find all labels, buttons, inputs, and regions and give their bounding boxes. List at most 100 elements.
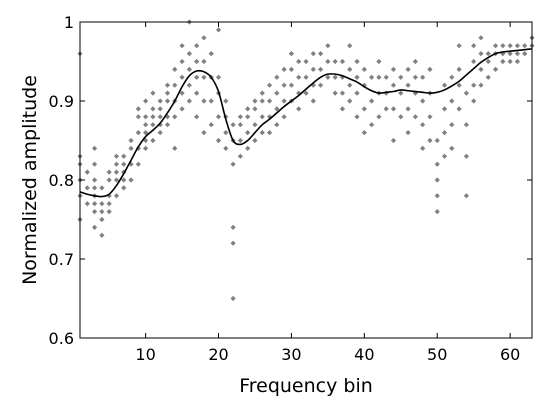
data-point: [230, 240, 236, 246]
data-point: [150, 106, 156, 112]
data-point: [230, 122, 236, 128]
data-point: [449, 122, 455, 128]
data-point: [252, 98, 258, 104]
data-point: [500, 51, 506, 57]
data-point: [296, 106, 302, 112]
data-point: [150, 90, 156, 96]
data-point: [91, 145, 98, 151]
data-point: [500, 43, 506, 49]
data-point: [179, 58, 185, 65]
data-point: [325, 43, 331, 49]
data-point: [456, 82, 462, 88]
data-point: [143, 145, 149, 151]
data-point: [361, 130, 367, 136]
data-point: [339, 106, 346, 112]
data-point: [274, 122, 280, 128]
data-point: [179, 43, 185, 49]
data-point: [164, 122, 171, 128]
data-point: [463, 193, 469, 199]
data-point: [507, 51, 513, 57]
data-point: [201, 130, 207, 136]
data-point: [405, 82, 411, 88]
data-point: [266, 98, 273, 104]
data-point: [478, 66, 484, 72]
data-point: [237, 137, 243, 144]
y-tick-label: 0.9: [49, 92, 74, 111]
data-point: [223, 145, 229, 151]
data-point: [478, 35, 484, 41]
data-point: [128, 137, 134, 144]
data-point: [150, 114, 156, 120]
data-point: [157, 114, 163, 120]
data-point: [172, 145, 178, 151]
data-point: [449, 98, 455, 104]
data-point: [106, 201, 112, 207]
data-point: [420, 122, 426, 128]
x-tick-label: 20: [208, 345, 228, 364]
data-point: [274, 90, 280, 96]
data-point: [91, 201, 98, 207]
data-point: [143, 98, 149, 104]
data-point: [332, 90, 338, 96]
data-point: [99, 216, 105, 223]
data-point: [434, 209, 440, 215]
data-point: [245, 106, 251, 112]
data-point: [121, 153, 127, 159]
x-axis-ticks: 10 20 30 40 50 60: [135, 22, 520, 364]
data-point: [296, 74, 302, 80]
data-point: [485, 74, 491, 80]
data-point: [405, 130, 411, 136]
data-point: [485, 58, 491, 65]
data-point: [412, 58, 418, 65]
data-point: [99, 232, 105, 238]
data-point: [420, 145, 426, 151]
data-point: [339, 90, 346, 96]
y-tick-label: 0.7: [49, 250, 74, 269]
data-point: [281, 82, 287, 88]
data-point: [383, 74, 389, 80]
data-point: [310, 51, 316, 57]
data-point: [369, 74, 375, 80]
data-point: [84, 169, 90, 175]
data-point: [252, 137, 258, 144]
data-point: [288, 51, 295, 57]
data-point: [201, 98, 207, 104]
y-tick-label: 0.8: [49, 171, 74, 190]
data-point: [215, 74, 222, 80]
data-point: [274, 74, 280, 80]
data-point: [376, 58, 382, 65]
data-point: [376, 114, 382, 120]
data-point: [456, 43, 462, 49]
data-point: [310, 66, 316, 72]
data-point: [463, 153, 469, 159]
data-point: [296, 58, 302, 65]
data-point: [317, 82, 324, 88]
data-point: [412, 114, 418, 120]
data-point: [259, 130, 265, 136]
data-point: [281, 66, 287, 72]
data-point: [259, 98, 265, 104]
y-axis-label: Normalized amplitude: [19, 75, 41, 285]
y-axis-ticks: 0.6 0.7 0.8 0.9 1: [49, 13, 532, 348]
data-point: [252, 122, 258, 128]
data-point: [288, 82, 295, 88]
data-point: [398, 90, 404, 96]
data-point: [463, 122, 469, 128]
data-point: [230, 161, 236, 167]
data-point: [99, 201, 105, 207]
data-point: [325, 74, 331, 80]
data-point: [434, 161, 440, 167]
data-point: [420, 74, 426, 80]
data-point: [150, 137, 156, 144]
data-point: [113, 153, 120, 159]
data-point: [113, 177, 120, 183]
data-point: [186, 98, 192, 104]
y-tick-label: 0.6: [49, 329, 74, 348]
data-point: [106, 209, 112, 215]
data-point: [347, 98, 353, 104]
data-point: [281, 98, 287, 104]
data-point: [376, 74, 382, 80]
data-point: [514, 51, 521, 57]
data-point: [121, 177, 127, 183]
